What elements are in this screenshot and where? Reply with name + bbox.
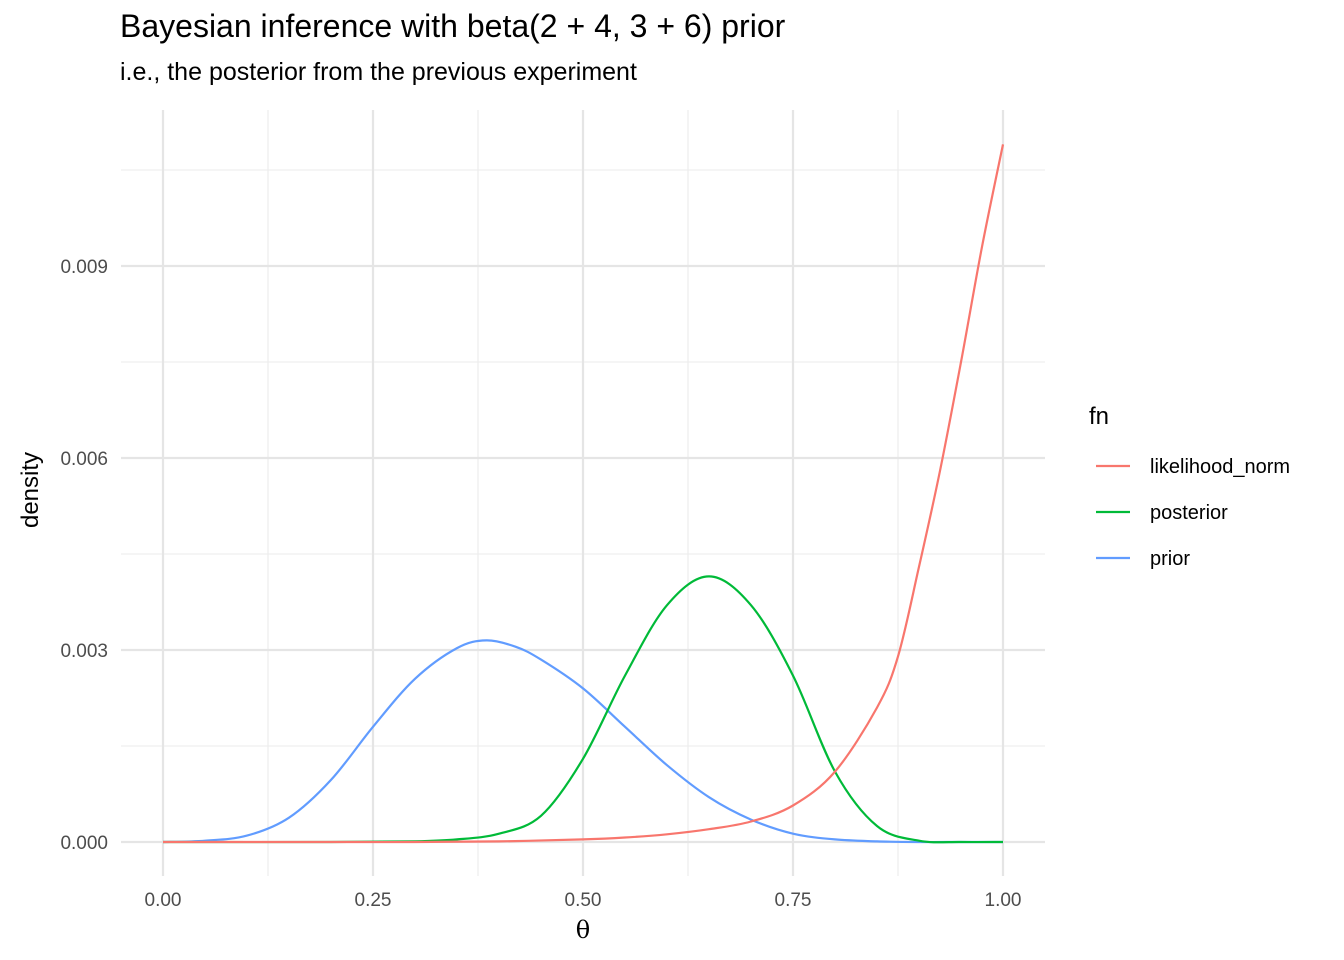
legend-label: prior [1150,548,1190,570]
legend: fn likelihood_norm posterior prior [1089,403,1290,570]
x-tick-label: 0.00 [145,890,182,911]
series-line-prior [162,639,1003,844]
y-tick-label: 0.003 [60,641,108,662]
series-lines [162,144,1005,844]
x-tick-label: 0.25 [355,890,392,911]
legend-label: likelihood_norm [1150,456,1290,478]
x-tick-label: 0.75 [775,890,812,911]
legend-title: fn [1089,403,1109,430]
axis-ticks: 0.00 0.25 0.50 0.75 1.00 0.000 0.003 0.006 0.009 [60,257,1021,911]
grid-lines [121,110,1045,876]
x-tick-label: 1.00 [985,890,1022,911]
legend-label: posterior [1150,502,1228,524]
x-tick-label: 0.50 [565,890,602,911]
x-axis-title: θ [576,916,590,944]
y-tick-label: 0.000 [60,833,108,854]
chart-title: Bayesian inference with beta(2 + 4, 3 + … [120,8,786,44]
y-axis-title: density [17,452,44,528]
y-tick-label: 0.006 [60,449,108,470]
y-tick-label: 0.009 [60,257,108,278]
chart-subtitle: i.e., the posterior from the previous ex… [120,58,637,86]
series-line-likelihood-norm [162,144,1005,844]
